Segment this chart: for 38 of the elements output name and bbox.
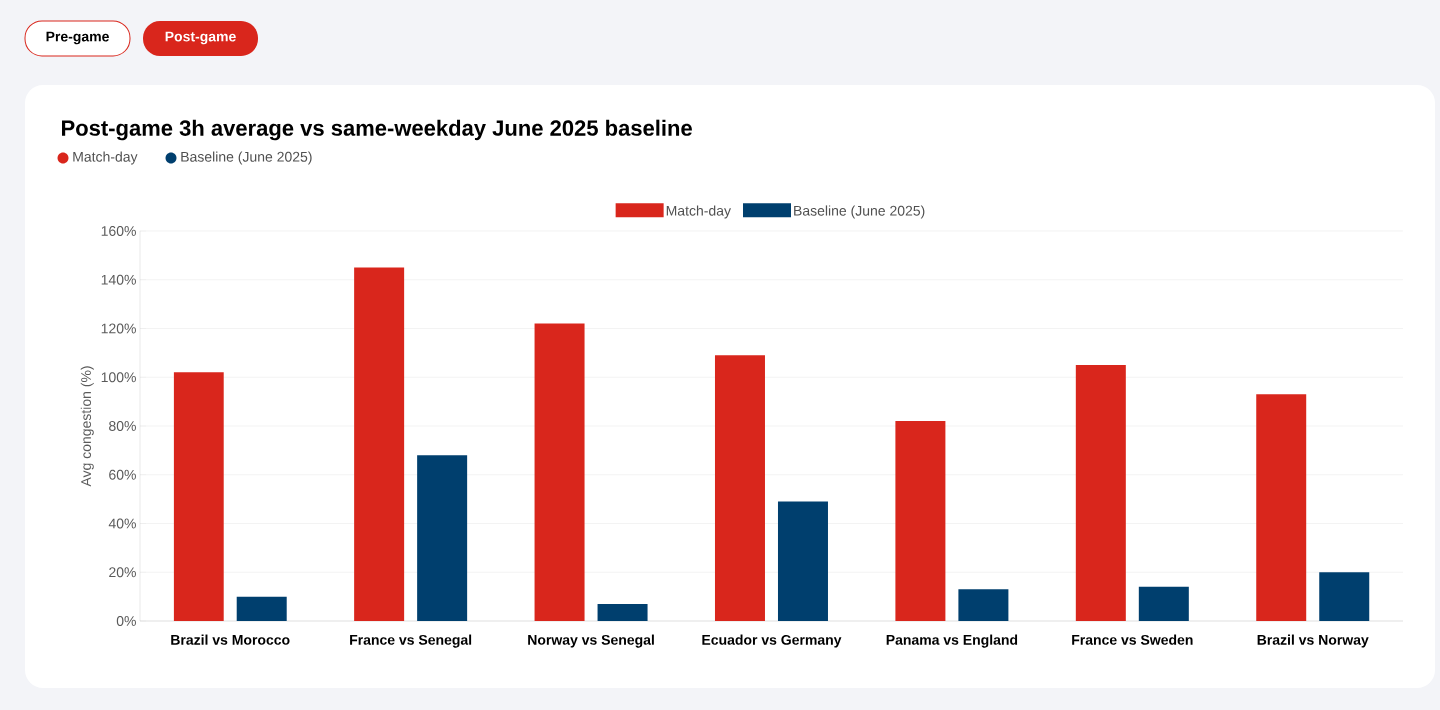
bar xyxy=(236,596,287,621)
y-tick-label: 160% xyxy=(101,226,136,236)
y-tick-label: 0% xyxy=(116,616,136,626)
legend-label: Baseline (June 2025) xyxy=(794,205,925,219)
x-tick-label: Norway vs Senegal xyxy=(528,634,654,648)
x-tick-label: Brazil vs Morocco xyxy=(171,634,290,645)
x-tick-label: France vs Sweden xyxy=(1072,634,1193,645)
y-tick-label: 140% xyxy=(101,274,136,285)
text: Baseline (June 2025) xyxy=(181,151,312,165)
bar xyxy=(1256,394,1307,621)
bar xyxy=(714,355,765,621)
y-tick-label: 40% xyxy=(108,518,136,529)
bar xyxy=(173,372,224,621)
bar xyxy=(354,267,405,621)
bar xyxy=(958,589,1009,621)
x-tick-label: Ecuador vs Germany xyxy=(702,634,842,648)
x-tick-label: Panama vs England xyxy=(886,634,1018,648)
text: Post-game xyxy=(165,31,236,45)
x-tick-label: Brazil vs Norway xyxy=(1257,634,1369,648)
legend-label: Match-day xyxy=(666,205,731,219)
text: Match-day xyxy=(73,151,138,165)
chart-title: Post-game 3h average vs same-weekday June 2025 baseline xyxy=(62,119,692,141)
bar xyxy=(534,323,585,621)
text: Pre-game xyxy=(46,31,109,45)
x-tick-label: France vs Senegal xyxy=(350,634,472,648)
bar xyxy=(417,455,468,621)
y-tick-label: 20% xyxy=(109,567,136,578)
y-tick-label: 120% xyxy=(101,323,136,334)
bar xyxy=(1075,365,1126,621)
bar xyxy=(597,603,648,621)
y-tick-label: 60% xyxy=(109,469,136,480)
bar xyxy=(1319,572,1370,621)
y-tick-label: 80% xyxy=(109,421,136,431)
bar xyxy=(777,501,828,621)
y-axis-title: Avg congestion (%) xyxy=(80,366,94,487)
y-tick-label: 100% xyxy=(101,372,136,383)
bar xyxy=(1138,586,1189,621)
bar xyxy=(895,421,946,621)
